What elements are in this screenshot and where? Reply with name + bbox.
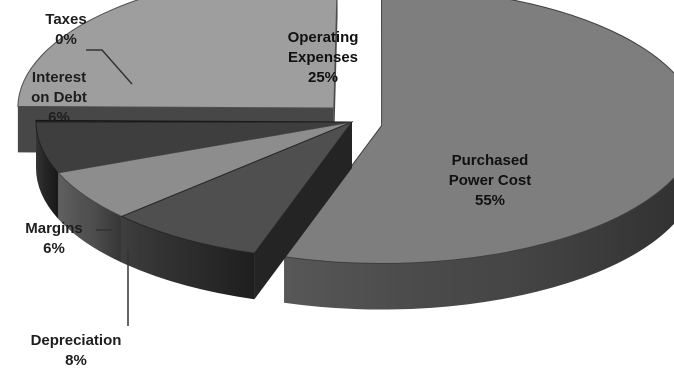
slice-value-label-margins: 6% (43, 240, 65, 257)
slice-value-label-purchased-power-cost: 55% (475, 192, 505, 209)
pie-slice-wall-depreciation-0 (254, 122, 352, 300)
pie-slice-side-shade-depreciation (121, 216, 255, 300)
slice-label-interest-on-debt-0: Interest (32, 69, 86, 86)
slice-label-purchased-power-cost-1: Power Cost (449, 172, 532, 189)
slice-label-depreciation-0: Depreciation (31, 332, 122, 349)
pie-slice-top-interest-on-debt (35, 121, 353, 174)
slice-label-operating-expenses-0: Operating (288, 29, 359, 46)
pie-slice-wall-operating-expenses-1 (333, 0, 338, 155)
pie-slice-purchased-power-cost (283, 0, 674, 310)
slice-label-taxes-0: Taxes (45, 11, 86, 28)
pie-slice-side-shade-purchased-power-cost (284, 177, 674, 310)
slice-label-margins-0: Margins (25, 220, 83, 237)
slice-label-purchased-power-cost-0: Purchased (452, 152, 529, 169)
pie-slice-top-depreciation (120, 120, 354, 254)
slice-value-label-depreciation: 8% (65, 352, 87, 369)
slice-value-label-interest-on-debt: 6% (48, 109, 70, 126)
slice-label-operating-expenses-1: Expenses (288, 49, 358, 66)
slice-value-label-taxes: 0% (55, 31, 77, 48)
pie-slice-top-purchased-power-cost (283, 0, 674, 265)
pie-slice-top-operating-expenses (17, 0, 338, 109)
pie-slice-side-shade-margins (58, 172, 122, 263)
pie-slice-top-margins (57, 121, 353, 218)
leader-line-taxes (86, 49, 133, 85)
pie-slice-depreciation (120, 120, 354, 300)
pie-slice-side-shade-interest-on-debt (36, 122, 59, 219)
slice-label-interest-on-debt-1: on Debt (31, 89, 87, 106)
slice-value-label-operating-expenses: 25% (308, 69, 338, 86)
